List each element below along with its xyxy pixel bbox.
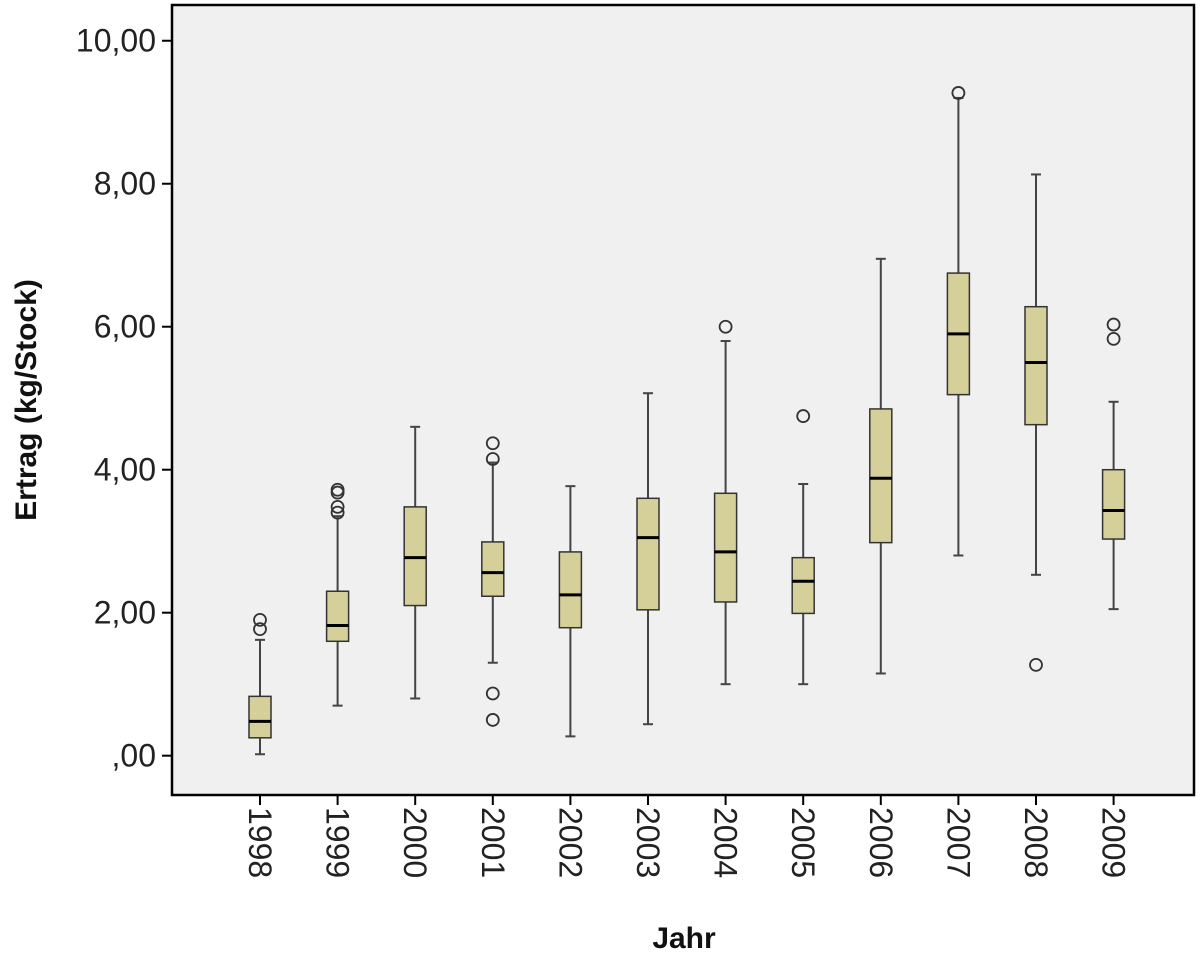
x-tick-label: 2009 (1096, 807, 1132, 878)
outlier-point (718, 319, 733, 334)
outlier-point (253, 612, 267, 627)
box-series (248, 86, 1126, 756)
x-tick-label: 2002 (552, 807, 588, 878)
y-tick-label: ,00 (112, 738, 156, 774)
x-tick-label: 2007 (940, 807, 976, 878)
x-tick-label: 2000 (397, 807, 433, 878)
interquartile-box (325, 590, 350, 643)
outlier-point (485, 686, 500, 701)
outlier-point (1106, 331, 1121, 346)
x-tick-label: 2003 (630, 807, 666, 878)
box-2001 (481, 436, 505, 727)
outlier-point (253, 622, 267, 637)
box-2009 (1101, 317, 1126, 611)
x-tick-label: 1998 (242, 807, 278, 878)
y-tick-label: 2,00 (94, 595, 156, 631)
outlier-point (485, 436, 500, 451)
box-2008 (1024, 173, 1048, 672)
box-1998 (248, 612, 272, 756)
box-2002 (558, 485, 583, 738)
interquartile-box (1101, 468, 1126, 540)
x-tick-label: 2005 (785, 807, 821, 878)
box-2003 (636, 392, 660, 726)
plot-area-background (172, 5, 1194, 795)
box-2005 (791, 409, 815, 686)
interquartile-box (791, 556, 815, 615)
x-tick-label: 1999 (320, 807, 356, 878)
interquartile-box (1024, 305, 1048, 426)
y-axis-title: Ertrag (kg/Stock) (10, 279, 43, 521)
x-tick-label: 2008 (1018, 807, 1054, 878)
x-tick-label: 2004 (708, 807, 744, 878)
outlier-point (951, 86, 966, 100)
box-2000 (403, 425, 427, 700)
outlier-point (1106, 317, 1121, 332)
outlier-point (796, 409, 811, 423)
interquartile-box (713, 492, 738, 603)
y-tick-label: 8,00 (94, 166, 156, 202)
y-axis-ticks: ,00 2,00 4,00 6,00 8,00 10,00 (76, 23, 172, 774)
outlier-point (330, 505, 345, 520)
x-tick-label: 2006 (863, 807, 899, 878)
x-axis-title: Jahr (652, 922, 716, 955)
outlier-point (1029, 657, 1043, 672)
y-tick-label: 6,00 (94, 309, 156, 345)
outlier-point (485, 452, 500, 466)
box-2004 (713, 319, 738, 686)
box-2007 (946, 86, 971, 557)
box-2006 (869, 257, 893, 675)
box-1999 (325, 482, 350, 707)
interquartile-box (481, 541, 505, 597)
outlier-point (330, 499, 345, 514)
y-tick-label: 4,00 (94, 452, 156, 488)
outlier-point (485, 713, 500, 727)
interquartile-box (869, 408, 893, 544)
interquartile-box (248, 695, 272, 739)
y-tick-label: 10,00 (76, 23, 156, 59)
interquartile-box (558, 551, 583, 629)
x-tick-label: 2001 (475, 807, 511, 878)
interquartile-box (636, 497, 660, 611)
plot-frame (170, 3, 1196, 797)
x-axis-ticks: 1998 1999 2000 2001 2002 2003 2004 2005 2006 2007… (242, 795, 1132, 878)
outlier-point (330, 482, 345, 497)
